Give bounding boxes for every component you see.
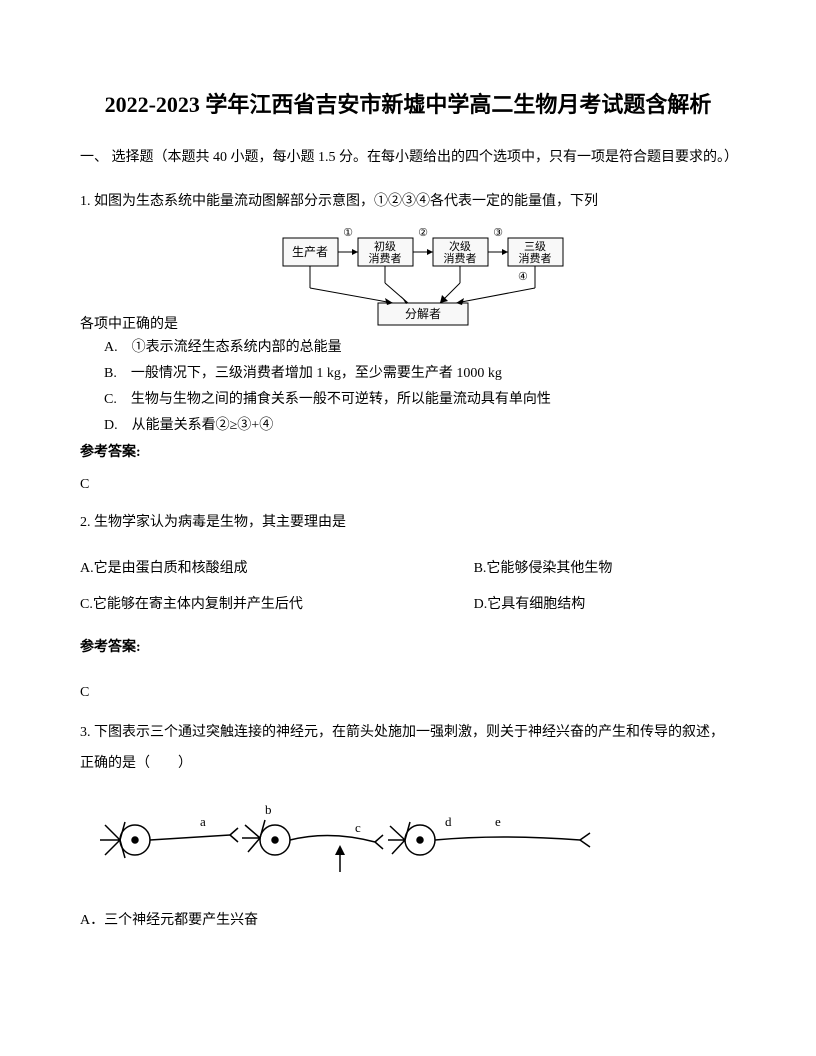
q3-opt-a: A．三个神经元都要产生兴奋 xyxy=(80,908,736,933)
svg-text:分解者: 分解者 xyxy=(405,307,441,321)
q2-opt-a: A.它是由蛋白质和核酸组成 xyxy=(80,554,474,585)
q3-diagram: a b c d e xyxy=(80,800,736,888)
q2-opt-b: B.它能够侵染其他生物 xyxy=(474,554,736,585)
svg-text:初级: 初级 xyxy=(374,239,396,253)
question-3: 3. 下图表示三个通过突触连接的神经元，在箭头处施加一强刺激，则关于神经兴奋的产… xyxy=(80,718,736,933)
q1-diagram: 生产者 初级 消费者 次级 消费者 三级 消费者 ① ② ③ xyxy=(278,228,568,328)
svg-text:消费者: 消费者 xyxy=(519,251,552,265)
q1-opt-a: ①表示流经生态系统内部的总能量 xyxy=(132,340,342,355)
q2-answer: C xyxy=(80,682,736,704)
opt-label: D. xyxy=(104,418,132,433)
q2-opt-d: D.它具有细胞结构 xyxy=(474,590,736,621)
q3-text: 3. 下图表示三个通过突触连接的神经元，在箭头处施加一强刺激，则关于神经兴奋的产… xyxy=(80,718,736,780)
svg-text:b: b xyxy=(265,802,272,817)
svg-text:次级: 次级 xyxy=(449,239,471,253)
svg-text:消费者: 消费者 xyxy=(444,251,477,265)
svg-text:a: a xyxy=(200,814,206,829)
box-producer: 生产者 xyxy=(292,245,328,259)
svg-text:④: ④ xyxy=(518,271,528,283)
q1-opt-d: 从能量关系看②≥③+④ xyxy=(132,418,274,433)
section-header: 一、 选择题（本题共 40 小题，每小题 1.5 分。在每小题给出的四个选项中，… xyxy=(80,147,736,169)
q2-text: 2. 生物学家认为病毒是生物，其主要理由是 xyxy=(80,510,736,535)
q1-opt-b: 一般情况下，三级消费者增加 1 kg，至少需要生产者 1000 kg xyxy=(131,366,502,381)
svg-text:三级: 三级 xyxy=(524,240,546,253)
q1-answer-label: 参考答案: xyxy=(80,442,736,464)
q1-text-after: 各项中正确的是 xyxy=(80,314,178,336)
opt-label: A. xyxy=(104,340,132,355)
question-2: 2. 生物学家认为病毒是生物，其主要理由是 A.它是由蛋白质和核酸组成 B.它能… xyxy=(80,510,736,704)
q1-opt-c: 生物与生物之间的捕食关系一般不可逆转，所以能量流动具有单向性 xyxy=(131,392,551,407)
q2-opt-c: C.它能够在寄主体内复制并产生后代 xyxy=(80,590,474,621)
question-1: 1. 如图为生态系统中能量流动图解部分示意图，①②③④各代表一定的能量值，下列 … xyxy=(80,189,736,496)
exam-title: 2022-2023 学年江西省吉安市新墟中学高二生物月考试题含解析 xyxy=(80,90,736,121)
opt-label: C. xyxy=(104,392,131,407)
svg-text:②: ② xyxy=(418,228,428,239)
svg-text:c: c xyxy=(355,820,361,835)
svg-text:③: ③ xyxy=(493,228,503,239)
svg-text:①: ① xyxy=(343,228,353,239)
q1-text-before: 1. 如图为生态系统中能量流动图解部分示意图，①②③④各代表一定的能量值，下列 xyxy=(80,194,598,209)
svg-text:d: d xyxy=(445,814,452,829)
q1-options: A. ①表示流经生态系统内部的总能量 B. 一般情况下，三级消费者增加 1 kg… xyxy=(104,336,736,437)
q2-options: A.它是由蛋白质和核酸组成 B.它能够侵染其他生物 C.它能够在寄主体内复制并产… xyxy=(80,554,736,622)
opt-label: B. xyxy=(104,366,131,381)
q1-answer: C xyxy=(80,474,736,496)
q2-answer-label: 参考答案: xyxy=(80,637,736,659)
svg-text:e: e xyxy=(495,814,501,829)
svg-text:消费者: 消费者 xyxy=(369,251,402,265)
